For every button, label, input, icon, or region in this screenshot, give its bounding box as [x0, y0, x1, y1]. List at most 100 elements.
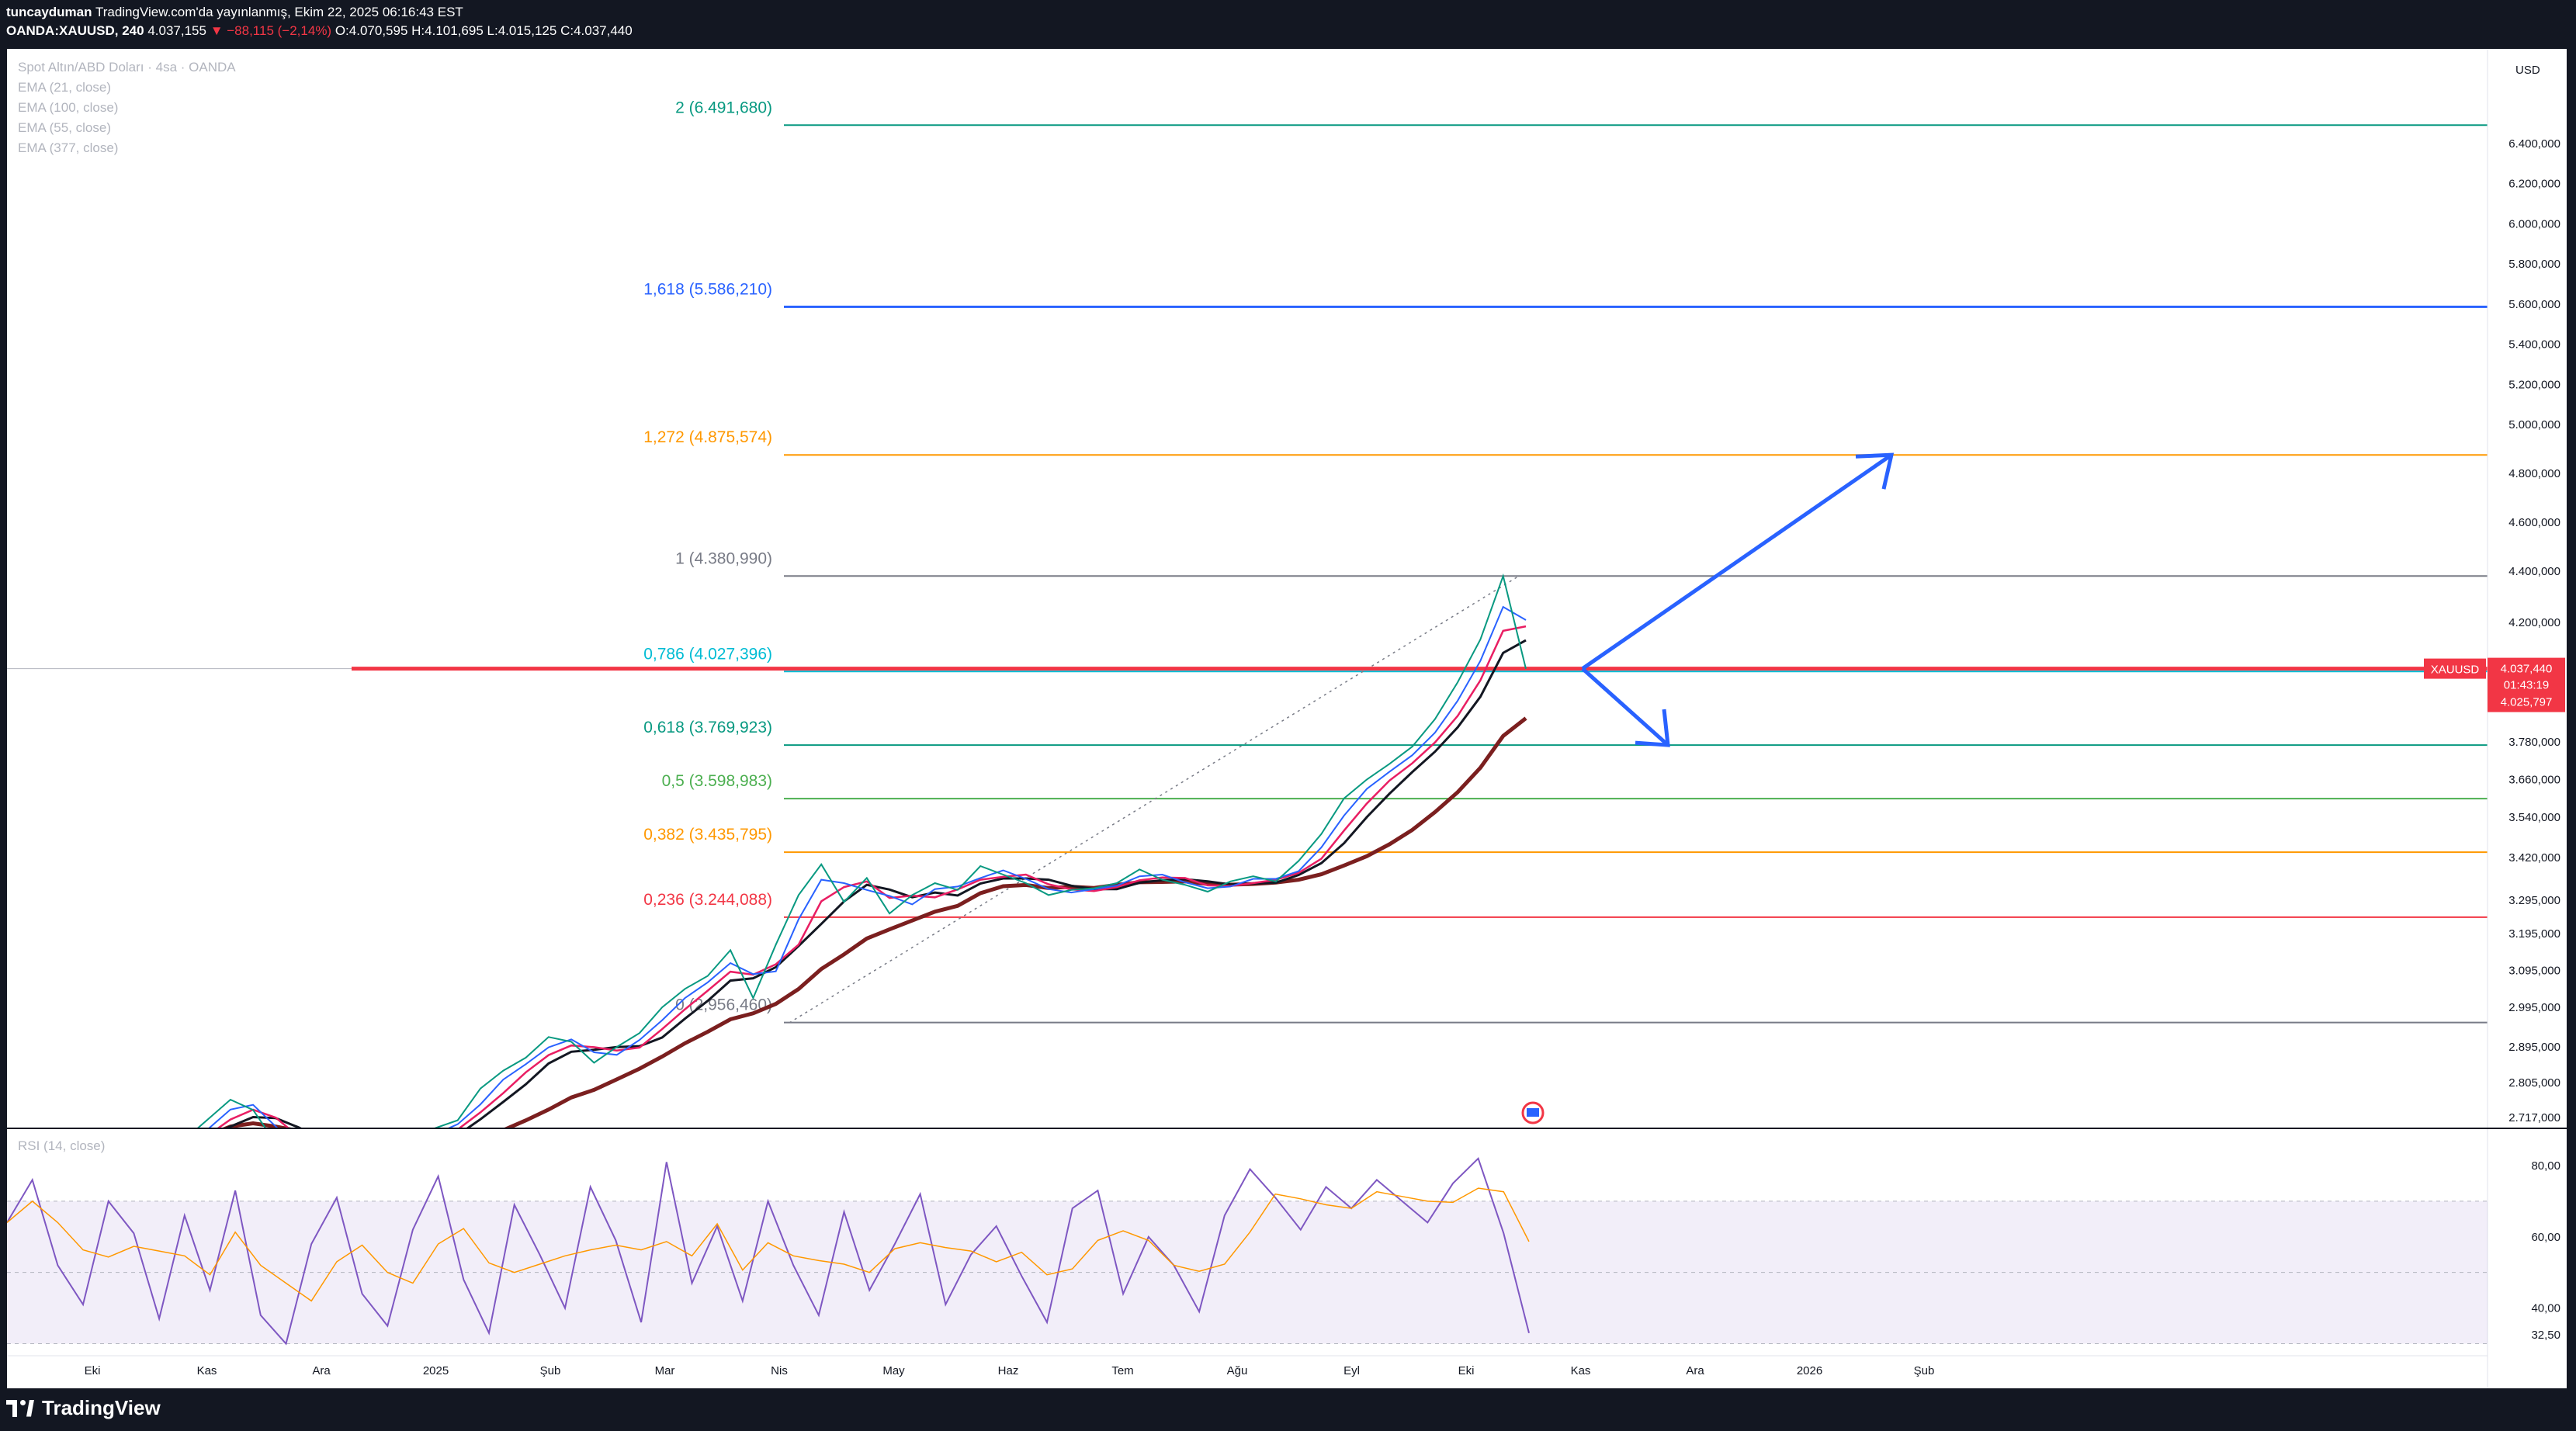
fib-level-label: 0,618 (3.769,923)	[643, 719, 772, 736]
time-tick-label: Ağu	[1227, 1364, 1248, 1377]
price-tick-label: 6.000,000	[2508, 217, 2560, 230]
price-tick-label: 2.805,000	[2508, 1076, 2560, 1090]
fib-level-label: 0,786 (4.027,396)	[643, 645, 772, 663]
price-badge[interactable]: XAUUSD 4.037,440 01:43:19 4.025,797	[2424, 657, 2565, 712]
ema55-line[interactable]	[162, 625, 1527, 1155]
forecast-up-arrow[interactable]	[1581, 453, 1893, 670]
price-tick-label: 4.400,000	[2508, 565, 2560, 578]
forecast-arrows[interactable]	[1521, 452, 1895, 1124]
fib-level-label: 1,272 (4.875,574)	[643, 428, 772, 446]
fib-level-label: 0 (2,956,460)	[675, 996, 772, 1014]
tradingview-logo-icon	[6, 1399, 36, 1417]
ema21-legend[interactable]: EMA (21, close)	[18, 80, 111, 95]
price-tick-label: 3.095,000	[2508, 965, 2560, 978]
fib-level-label: 0,236 (3.244,088)	[643, 891, 772, 909]
rsi-tick-label: 32,50	[2531, 1329, 2560, 1342]
price-change: ▼ −88,115 (−2,14%)	[210, 23, 332, 38]
time-tick-label: Kas	[197, 1364, 217, 1377]
chart-panel[interactable]: 2 (6.491,680) 1,618 (5.586,210) 1,272 (4.8…	[7, 49, 2567, 1388]
price-tick-label: 5.000,000	[2508, 418, 2560, 431]
fib-level-label: 0,5 (3.598,983)	[662, 772, 772, 790]
last-price-badge	[2488, 657, 2565, 712]
last-price: 4.037,155	[147, 23, 206, 38]
time-tick-label: Nis	[771, 1364, 788, 1377]
low-value: L:4.015,125	[487, 23, 557, 38]
rsi-line[interactable]	[7, 1156, 1530, 1346]
symbol-label: OANDA:XAUUSD, 240	[6, 23, 144, 38]
ema21-line[interactable]	[162, 605, 1527, 1154]
time-tick-label: Ara	[1686, 1364, 1704, 1377]
currency-label[interactable]: USD	[2515, 64, 2540, 77]
time-tick-label: Tem	[1111, 1364, 1133, 1377]
price-tick-label: 5.600,000	[2508, 298, 2560, 311]
symbol-legend: Spot Altın/ABD Doları · 4sa · OANDA	[18, 60, 236, 74]
price-line[interactable]	[162, 573, 1527, 1162]
time-tick-label: Ara	[312, 1364, 331, 1377]
price-tick-label: 4.200,000	[2508, 616, 2560, 629]
fibonacci-extension[interactable]: 2 (6.491,680) 1,618 (5.586,210) 1,272 (4.8…	[7, 99, 2488, 1024]
price-tick-label: 3.195,000	[2508, 927, 2560, 941]
tradingview-brand[interactable]: TradingView	[6, 1396, 161, 1420]
ema100-legend[interactable]: EMA (100, close)	[18, 100, 119, 115]
time-tick-label: Şub	[1914, 1364, 1935, 1377]
publish-text: TradingView.com'da yayınlanmış, Ekim 22,…	[95, 5, 463, 19]
badge-price: 4.037,440	[2501, 663, 2553, 676]
price-tick-label: 6.400,000	[2508, 137, 2560, 151]
brand-name: TradingView	[42, 1396, 161, 1419]
time-tick-label: 2025	[423, 1364, 449, 1377]
price-tick-label: 5.400,000	[2508, 338, 2560, 352]
price-tick-label: 3.780,000	[2508, 736, 2560, 749]
price-tick-label: 3.420,000	[2508, 851, 2560, 864]
price-chart[interactable]: 2 (6.491,680) 1,618 (5.586,210) 1,272 (4.8…	[7, 49, 2567, 1388]
close-value: C:4.037,440	[560, 23, 633, 38]
ema377-legend[interactable]: EMA (377, close)	[18, 140, 119, 155]
high-value: H:4.101,695	[411, 23, 484, 38]
ema100-line[interactable]	[162, 639, 1527, 1152]
ema55-legend[interactable]: EMA (55, close)	[18, 120, 111, 135]
author-name: tuncayduman	[6, 5, 92, 19]
time-tick-label: Haz	[998, 1364, 1019, 1377]
up-arrowhead-icon	[1855, 452, 1895, 490]
rsi-legend[interactable]: RSI (14, close)	[18, 1138, 106, 1153]
time-axis[interactable]: Eki Kas Ara 2025 Şub Mar Nis May Haz Tem Ağu Eyl Eki…	[7, 1355, 2488, 1377]
time-tick-label: May	[882, 1364, 905, 1377]
publish-info: tuncayduman TradingView.com'da yayınlanm…	[6, 5, 463, 20]
price-tick-label: 2.717,000	[2508, 1111, 2560, 1124]
price-axis[interactable]: 6.400,000 6.200,000 6.000,000 5.800,000 5.60…	[2424, 49, 2565, 1388]
time-tick-label: 2026	[1797, 1364, 1822, 1377]
us-flag-event-icon[interactable]	[1521, 1101, 1545, 1124]
price-tick-label: 3.660,000	[2508, 774, 2560, 787]
price-tick-label: 4.800,000	[2508, 467, 2560, 480]
time-tick-label: Şub	[540, 1364, 561, 1377]
badge-ema: 4.025,797	[2501, 696, 2553, 709]
rsi-tick-label: 80,00	[2531, 1159, 2560, 1173]
time-tick-label: Kas	[1571, 1364, 1591, 1377]
price-tick-label: 6.200,000	[2508, 178, 2560, 191]
fib-level-label: 2 (6.491,680)	[675, 99, 772, 116]
ema377-line[interactable]	[162, 716, 1527, 1149]
price-tick-label: 2.995,000	[2508, 1001, 2560, 1014]
price-tick-label: 5.200,000	[2508, 378, 2560, 391]
price-series-layer	[162, 573, 1527, 1162]
price-tick-label: 5.800,000	[2508, 258, 2560, 271]
rsi-tick-label: 40,00	[2531, 1302, 2560, 1315]
price-tick-label: 3.540,000	[2508, 811, 2560, 824]
fib-level-label: 0,382 (3.435,795)	[643, 826, 772, 844]
forecast-down-arrow[interactable]	[1581, 667, 1669, 747]
rsi-ma-line[interactable]	[7, 1187, 1530, 1302]
open-value: O:4.070,595	[335, 23, 408, 38]
price-tick-label: 2.895,000	[2508, 1041, 2560, 1054]
fib-level-label: 1,618 (5.586,210)	[643, 280, 772, 298]
price-tick-label: 3.295,000	[2508, 894, 2560, 907]
rsi-band	[7, 1201, 2488, 1344]
price-tick-label: 4.600,000	[2508, 516, 2560, 529]
time-tick-label: Eyl	[1343, 1364, 1360, 1377]
fib-level-label: 1 (4.380,990)	[675, 549, 772, 567]
time-tick-label: Eki	[1458, 1364, 1475, 1377]
down-arrowhead-icon	[1635, 709, 1670, 747]
rsi-pane[interactable]: 80,00 60,00 40,00 32,50	[7, 1128, 2567, 1346]
time-tick-label: Mar	[655, 1364, 675, 1377]
badge-symbol: XAUUSD	[2431, 664, 2480, 677]
time-tick-label: Eki	[85, 1364, 101, 1377]
rsi-tick-label: 60,00	[2531, 1231, 2560, 1244]
